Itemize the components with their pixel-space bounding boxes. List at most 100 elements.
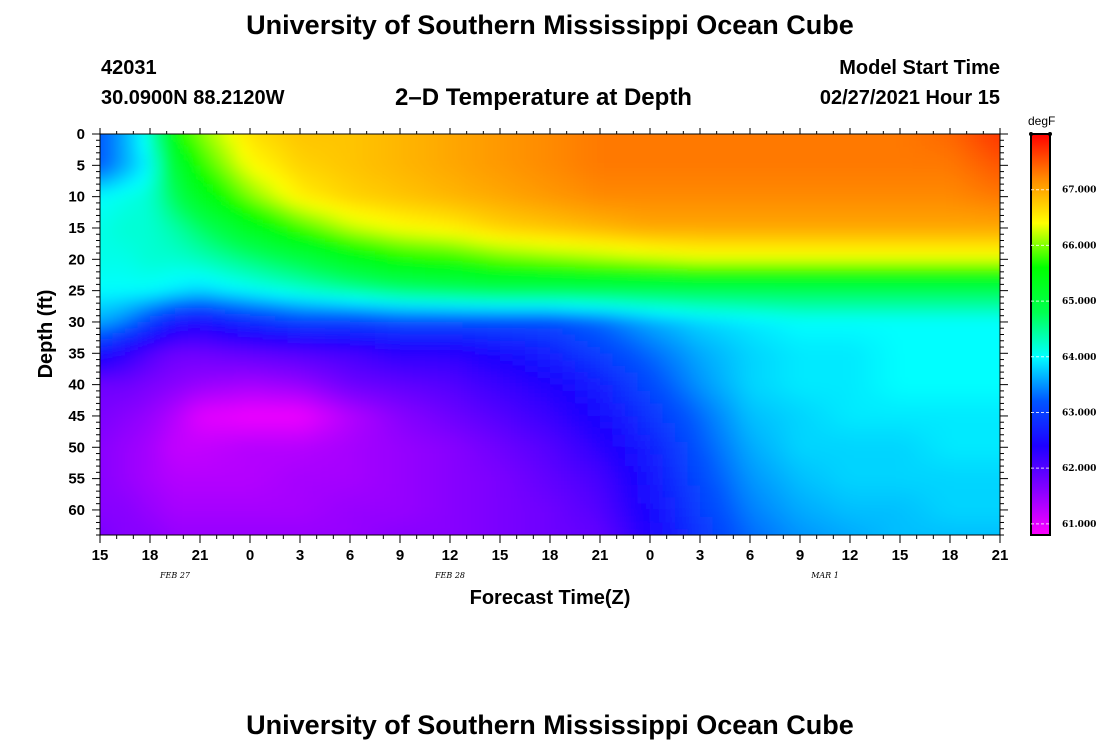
heatmap-cell <box>675 428 689 436</box>
heatmap-cell <box>987 372 1000 379</box>
heatmap-cell <box>225 121 238 128</box>
heatmap-cell <box>300 397 314 405</box>
heatmap-cell <box>525 522 539 530</box>
heatmap-cell <box>837 509 851 517</box>
heatmap-cell <box>100 146 114 154</box>
heatmap-cell <box>237 347 251 354</box>
heatmap-cell <box>187 466 201 473</box>
heatmap-cell <box>400 234 414 242</box>
heatmap-cell <box>325 240 339 248</box>
heatmap-cell <box>900 353 914 361</box>
heatmap-cell <box>725 121 738 128</box>
heatmap-cell <box>437 340 451 348</box>
heatmap-cell <box>462 202 476 210</box>
heatmap-cell <box>825 315 839 323</box>
heatmap-cell <box>337 466 351 473</box>
heatmap-cell <box>287 328 301 336</box>
heatmap-cell <box>325 522 339 530</box>
heatmap-cell <box>550 422 564 430</box>
heatmap-cell <box>325 347 339 354</box>
heatmap-cell <box>825 334 839 342</box>
heatmap-cell <box>387 296 401 304</box>
heatmap-cell <box>950 278 964 285</box>
heatmap-cell <box>750 347 764 354</box>
heatmap-cell <box>612 259 626 267</box>
heatmap-cell <box>200 447 214 455</box>
heatmap-cell <box>300 334 314 342</box>
heatmap-cell <box>625 227 639 235</box>
heatmap-cell <box>962 447 976 455</box>
heatmap-cell <box>875 234 889 242</box>
heatmap-cell <box>975 121 988 128</box>
heatmap-cell <box>737 484 751 492</box>
heatmap-cell <box>837 227 851 235</box>
heatmap-cell <box>850 184 864 191</box>
heatmap-cell <box>687 378 701 386</box>
heatmap-cell <box>437 447 451 455</box>
heatmap-cell <box>187 409 201 417</box>
heatmap-cell <box>625 177 639 185</box>
heatmap-cell <box>425 234 439 242</box>
heatmap-cell <box>100 516 114 524</box>
heatmap-cell <box>612 177 626 185</box>
heatmap-cell <box>825 328 839 336</box>
heatmap-cell <box>400 347 414 354</box>
heatmap-cell <box>475 428 489 436</box>
heatmap-cell <box>425 315 439 323</box>
heatmap-cell <box>125 278 139 285</box>
heatmap-cell <box>825 497 839 505</box>
heatmap-cell <box>150 390 164 398</box>
heatmap-cell <box>362 428 376 436</box>
heatmap-cell <box>975 171 989 179</box>
heatmap-cell <box>962 184 976 191</box>
heatmap-cell <box>337 409 351 417</box>
station-coords: 30.0900N 88.2120W <box>101 87 285 109</box>
heatmap-cell <box>212 165 226 173</box>
heatmap-cell <box>425 121 438 128</box>
heatmap-cell <box>175 334 189 342</box>
heatmap-cell <box>612 472 626 480</box>
heatmap-cell <box>737 434 751 442</box>
heatmap-cell <box>637 265 651 273</box>
heatmap-cell <box>712 202 726 210</box>
heatmap-cell <box>350 384 364 392</box>
heatmap-cell <box>550 209 564 217</box>
heatmap-cell <box>450 372 464 379</box>
heatmap-cell <box>812 152 826 160</box>
heatmap-cell <box>575 165 589 173</box>
heatmap-cell <box>350 459 364 467</box>
heatmap-cell <box>487 528 501 535</box>
heatmap-cell <box>125 234 139 242</box>
heatmap-cell <box>425 227 439 235</box>
heatmap-cell <box>325 177 339 185</box>
heatmap-cell <box>987 202 1000 210</box>
heatmap-cell <box>687 472 701 480</box>
heatmap-cell <box>400 447 414 455</box>
heatmap-cell <box>550 347 564 354</box>
heatmap-cell <box>987 434 1000 442</box>
heatmap-cell <box>312 152 326 160</box>
heatmap-cell <box>887 259 901 267</box>
heatmap-cell <box>475 503 489 511</box>
heatmap-cell <box>637 171 651 179</box>
heatmap-cell <box>737 202 751 210</box>
heatmap-cell <box>912 334 926 342</box>
heatmap-cell <box>500 503 514 511</box>
heatmap-cell <box>975 484 989 492</box>
heatmap-cell <box>450 227 464 235</box>
heatmap-cell <box>775 290 789 298</box>
heatmap-cell <box>962 296 976 304</box>
heatmap-cell <box>300 415 314 423</box>
heatmap-cell <box>387 459 401 467</box>
heatmap-cell <box>362 403 376 411</box>
heatmap-cell <box>787 165 801 173</box>
heatmap-cell <box>387 177 401 185</box>
heatmap-cell <box>150 397 164 405</box>
heatmap-cell <box>437 509 451 517</box>
heatmap-cell <box>737 522 751 530</box>
heatmap-cell <box>1013 460 1026 467</box>
heatmap-cell <box>800 365 814 373</box>
heatmap-cell <box>387 184 401 191</box>
heatmap-cell <box>887 459 901 467</box>
heatmap-cell <box>437 146 451 154</box>
